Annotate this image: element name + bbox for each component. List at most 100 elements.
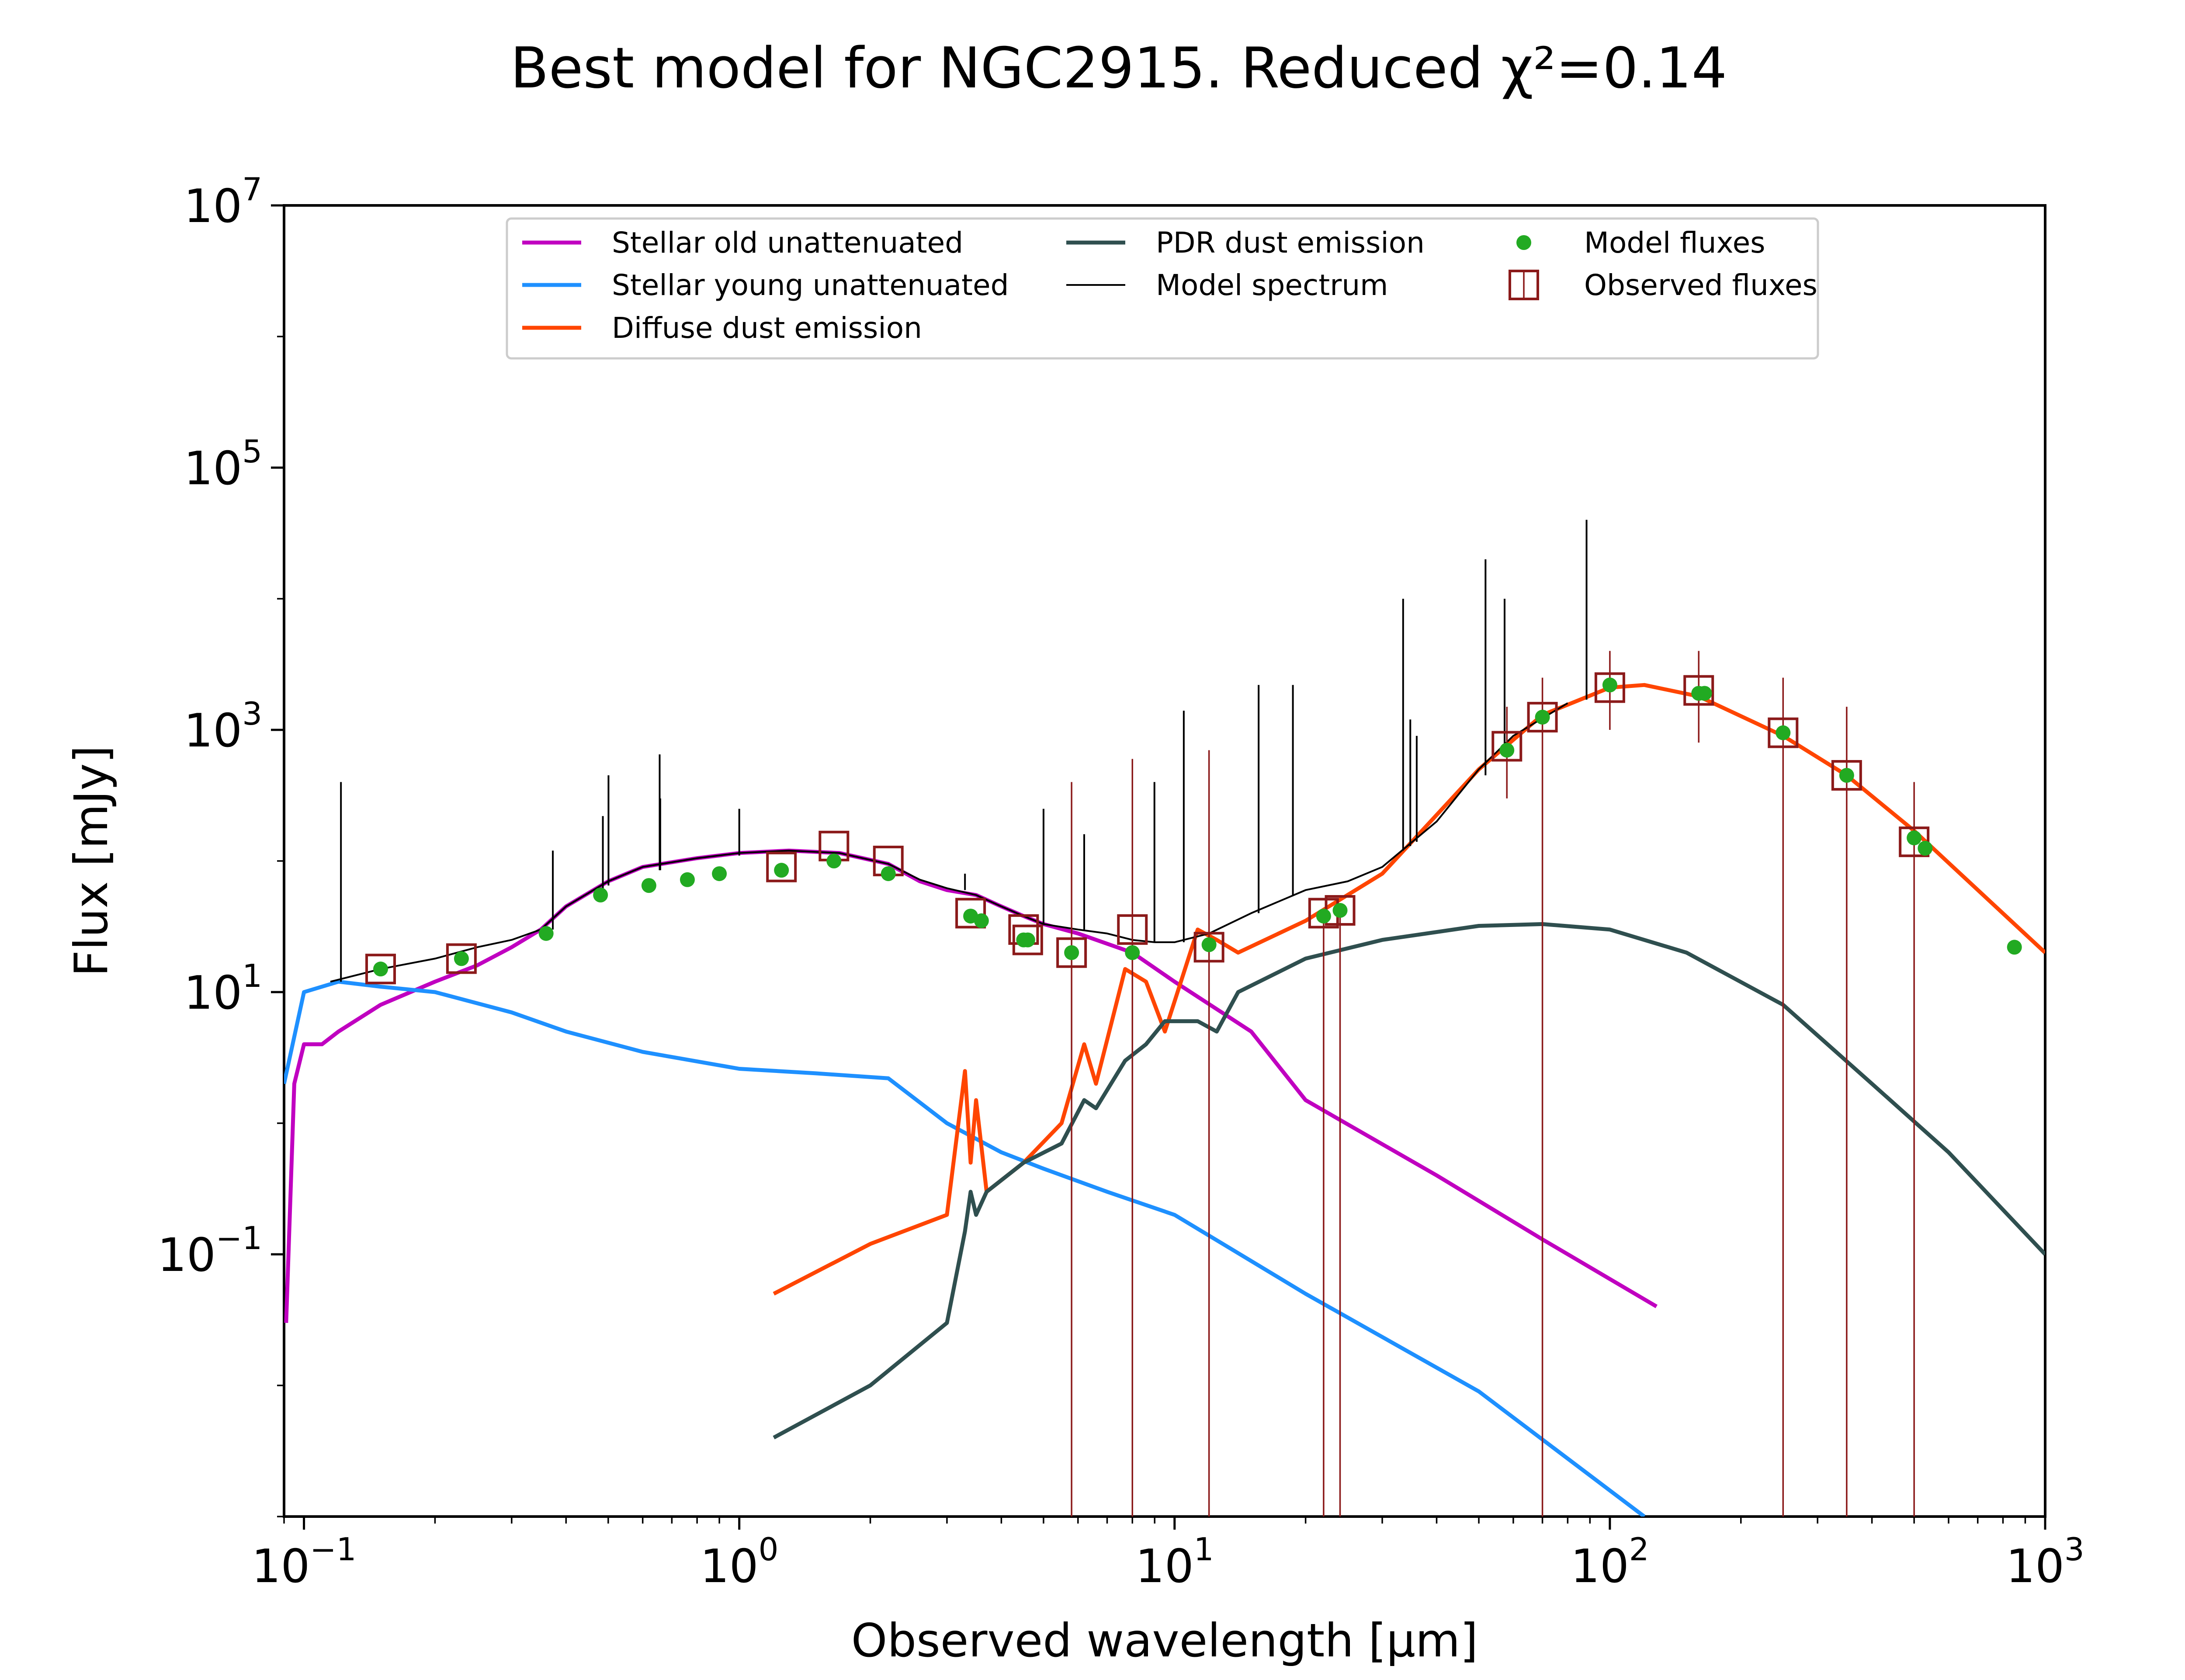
observed-flux-point (955, 898, 986, 929)
observed-flux-point (1527, 701, 1558, 732)
model-flux-point (1697, 686, 1712, 701)
x-tick-base: 10 (700, 1540, 759, 1593)
y-axis-label: Flux [mJy] (65, 746, 118, 977)
y-tick-base: 10 (157, 1229, 216, 1282)
model-flux-point (1125, 945, 1140, 960)
x-tick-base: 10 (252, 1540, 310, 1593)
legend-label: Model fluxes (1584, 226, 1765, 260)
legend-label: Stellar young unattenuated (612, 268, 1009, 302)
legend-item-observed-fluxes: Observed fluxes (1509, 268, 1817, 302)
observed-flux-point (365, 954, 396, 985)
y-tick-label: 101 (184, 958, 262, 1020)
x-tick-exponent: 2 (1629, 1531, 1649, 1568)
model-flux-point (826, 854, 842, 868)
legend-item-model-fluxes: Model fluxes (1516, 226, 1765, 260)
legend-box (506, 217, 1819, 360)
model-flux-point (593, 887, 608, 902)
model-flux-point (1602, 677, 1617, 693)
series-diffuse-dust-emission (773, 683, 2045, 1296)
model-flux-point (454, 951, 469, 966)
y-tick-exponent: 3 (242, 695, 262, 732)
legend-item-stellar-young-unattenuated: Stellar young unattenuated (522, 268, 1009, 302)
model-flux-point (538, 926, 554, 941)
observed-flux-point (766, 851, 797, 882)
y-tick-exponent: −1 (216, 1220, 262, 1257)
x-tick-exponent: 1 (1194, 1531, 1214, 1568)
model-flux-point (373, 961, 388, 977)
model-flux-point (1499, 743, 1515, 758)
y-tick-label: 107 (184, 171, 262, 233)
model-flux-point (641, 878, 656, 893)
y-tick-label: 105 (184, 433, 262, 495)
x-tick-label: 101 (1135, 1531, 1214, 1593)
x-axis: 10−1 100 101 102 103 (252, 1517, 2084, 1593)
legend-item-model-spectrum: Model spectrum (1066, 268, 1388, 302)
legend-label: Observed fluxes (1584, 268, 1817, 302)
model-flux-point (1839, 768, 1854, 783)
legend-item-stellar-old-unattenuated: Stellar old unattenuated (522, 226, 963, 260)
legend: Stellar old unattenuated Stellar young un… (506, 217, 1819, 360)
model-flux-point (2007, 940, 2022, 955)
legend-label: Model spectrum (1156, 268, 1388, 302)
plot-frame (283, 204, 2046, 1518)
model-flux-point (712, 866, 727, 882)
y-tick-exponent: 1 (242, 958, 262, 994)
observed-flux-point (1012, 924, 1043, 955)
y-tick-base: 10 (184, 180, 243, 233)
y-tick-label: 103 (184, 695, 262, 757)
observed-flux-point (446, 943, 477, 974)
legend-swatch (1516, 235, 1531, 250)
model-flux-point (1918, 840, 1933, 856)
model-flux-point (1064, 945, 1079, 960)
model-flux-point (1535, 709, 1550, 725)
x-tick-exponent: −1 (310, 1531, 356, 1568)
y-tick-base: 10 (184, 704, 243, 757)
model-flux-point (1776, 725, 1791, 740)
legend-label: PDR dust emission (1156, 226, 1425, 260)
legend-item-diffuse-dust-emission: Diffuse dust emission (522, 311, 922, 345)
observed-flux-point (1491, 731, 1523, 762)
model-flux-point (1201, 937, 1217, 952)
observed-flux-point (1193, 932, 1224, 963)
y-tick-exponent: 5 (242, 433, 262, 470)
legend-item-pdr-dust-emission: PDR dust emission (1066, 226, 1425, 260)
x-tick-label: 100 (700, 1531, 778, 1593)
x-tick-base: 10 (1571, 1540, 1629, 1593)
series-pdr-dust-emission (773, 922, 2045, 1440)
model-flux-point (1316, 909, 1331, 924)
model-flux-point (881, 866, 896, 882)
model-flux-point (974, 913, 989, 928)
observed-flux-point (1831, 760, 1862, 791)
model-flux-point (1020, 932, 1035, 948)
y-tick-base: 10 (184, 442, 243, 495)
observed-flux-point (1594, 672, 1625, 703)
legend-items: Stellar old unattenuated Stellar young un… (522, 226, 1817, 345)
marker-layer (365, 651, 2022, 1517)
observed-flux-point (1768, 717, 1799, 748)
x-tick-label: 10−1 (252, 1531, 357, 1593)
model-flux-point (680, 872, 695, 887)
y-tick-label: 10−1 (157, 1220, 262, 1282)
x-tick-exponent: 3 (2064, 1531, 2084, 1568)
model-flux-point (1907, 830, 1922, 846)
model-flux-point (774, 863, 789, 878)
x-tick-exponent: 0 (759, 1531, 779, 1568)
series-layer (284, 520, 2045, 1517)
series-stellar-young-unattenuated (284, 979, 1646, 1517)
x-axis-label: Observed wavelength [μm] (851, 1614, 1478, 1667)
y-tick-exponent: 7 (242, 171, 262, 208)
chart-title: Best model for NGC2915. Reduced χ²=0.14 (510, 36, 1727, 101)
legend-label: Diffuse dust emission (612, 311, 922, 345)
legend-label: Stellar old unattenuated (612, 226, 963, 260)
observed-flux-point (1117, 914, 1148, 945)
observed-flux-point (1056, 937, 1087, 968)
x-tick-label: 102 (1571, 1531, 1649, 1593)
x-tick-label: 103 (2006, 1531, 2084, 1593)
y-tick-base: 10 (184, 966, 243, 1020)
observed-flux-point (1683, 675, 1714, 706)
model-flux-point (1332, 903, 1348, 918)
x-tick-base: 10 (1135, 1540, 1194, 1593)
